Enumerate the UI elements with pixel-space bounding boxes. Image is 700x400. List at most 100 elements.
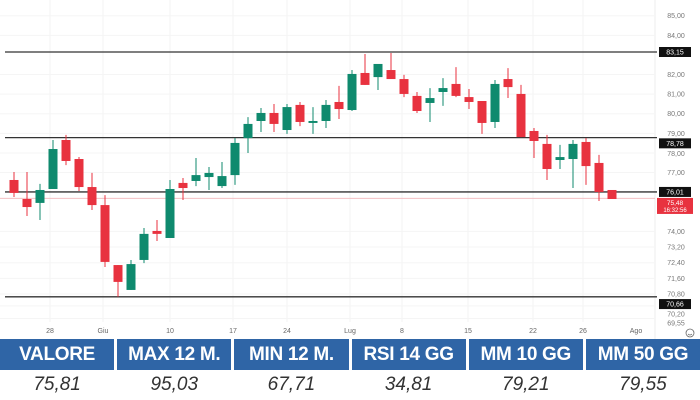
candle-up bbox=[308, 120, 318, 123]
x-tick-label: 26 bbox=[579, 328, 587, 335]
stat-header: RSI 14 GG bbox=[351, 339, 466, 370]
level-label: 78,78 bbox=[666, 141, 684, 148]
x-tick-label: Lug bbox=[344, 328, 356, 335]
candle-up bbox=[139, 233, 149, 260]
y-tick-label: 74,00 bbox=[667, 229, 685, 236]
candle-down bbox=[113, 265, 123, 282]
candle-up bbox=[126, 264, 136, 290]
candle-up bbox=[555, 157, 565, 160]
candle-down bbox=[9, 179, 19, 193]
candlestick-chart[interactable]: 28 Giu 10 17 24 Lug 8 15 22 26 Ago 85,00 84,00 83,15 8… bbox=[0, 0, 700, 339]
candle-down bbox=[477, 101, 487, 123]
candle-up bbox=[191, 175, 201, 181]
y-tick-label: 70,20 bbox=[667, 312, 685, 319]
candle-up bbox=[373, 63, 383, 78]
candle-up bbox=[204, 172, 214, 178]
stat-value: 95,03 bbox=[150, 374, 199, 395]
candle-down bbox=[74, 159, 84, 188]
smiley-icon-mouth bbox=[687, 333, 693, 336]
x-tick-label: 15 bbox=[464, 328, 472, 335]
y-tick-label: 77,00 bbox=[667, 170, 685, 177]
candle-down bbox=[100, 205, 110, 262]
level-label: 76,01 bbox=[666, 189, 684, 196]
y-tick-label: 73,20 bbox=[667, 245, 685, 252]
stat-header: MM 50 GG bbox=[585, 339, 700, 370]
candle-up bbox=[243, 123, 253, 139]
last-price-time: 16:32:56 bbox=[663, 208, 687, 214]
stat-valore: VALORE 75,81 bbox=[0, 339, 118, 400]
x-tick-label: 8 bbox=[400, 328, 404, 335]
last-price-tag bbox=[657, 197, 693, 214]
x-tick-label: 17 bbox=[229, 328, 237, 335]
candle-up bbox=[347, 73, 357, 111]
candle-up bbox=[217, 176, 227, 187]
candle-down bbox=[360, 72, 370, 85]
level-tag bbox=[659, 138, 691, 149]
last-price-label: 75,48 bbox=[667, 200, 684, 207]
candle-up bbox=[35, 189, 45, 203]
y-tick-label: 81,00 bbox=[667, 92, 685, 99]
stat-rsi-14: RSI 14 GG 34,81 bbox=[351, 339, 469, 400]
y-tick-label: 69,55 bbox=[667, 321, 685, 328]
level-label: 70,66 bbox=[666, 302, 684, 309]
stat-value: 34,81 bbox=[384, 374, 433, 395]
candle-up bbox=[425, 98, 435, 103]
stat-mm-10: MM 10 GG 79,21 bbox=[468, 339, 586, 400]
stat-header: VALORE bbox=[0, 339, 115, 370]
x-tick-label: 24 bbox=[283, 328, 291, 335]
candle-down bbox=[594, 162, 604, 192]
stat-header: MAX 12 M. bbox=[117, 339, 232, 370]
smiley-icon[interactable] bbox=[685, 328, 695, 338]
candle-down bbox=[529, 130, 539, 141]
candle-up bbox=[321, 104, 331, 121]
level-label: 83,15 bbox=[666, 50, 684, 57]
stat-value: 79,21 bbox=[502, 374, 550, 395]
candle-up bbox=[256, 112, 266, 121]
y-tick-label: 82,00 bbox=[667, 72, 685, 79]
candle-down bbox=[581, 141, 591, 167]
candle-down bbox=[386, 70, 396, 80]
stats-table: VALORE 75,81 MAX 12 M. 95,03 MIN 12 M. 67,7… bbox=[0, 339, 700, 400]
candle-down bbox=[412, 95, 422, 111]
level-tag bbox=[659, 47, 691, 57]
y-tick-label: 85,00 bbox=[667, 13, 685, 20]
candle-up bbox=[48, 149, 58, 190]
stat-value: 75,81 bbox=[33, 374, 81, 395]
candle-down bbox=[152, 230, 162, 234]
y-tick-label: 79,00 bbox=[667, 131, 685, 138]
candle-up bbox=[282, 107, 292, 131]
x-tick-label: 22 bbox=[529, 328, 537, 335]
candle-up bbox=[230, 142, 240, 176]
candle-up bbox=[438, 88, 448, 92]
candle-down bbox=[607, 189, 617, 199]
stat-max-12m: MAX 12 M. 95,03 bbox=[117, 339, 235, 400]
stat-mm-50: MM 50 GG 79,55 bbox=[585, 339, 700, 400]
x-tick-label: 28 bbox=[46, 328, 54, 335]
candle-down bbox=[269, 112, 279, 124]
candle-up bbox=[490, 83, 500, 122]
stat-header: MM 10 GG bbox=[468, 339, 583, 370]
x-tick-label: Giu bbox=[98, 328, 109, 335]
candle-down bbox=[399, 79, 409, 94]
stat-value: 67,71 bbox=[267, 374, 316, 395]
stat-header: MIN 12 M. bbox=[234, 339, 349, 370]
candle-down bbox=[178, 182, 188, 189]
y-tick-label: 84,00 bbox=[667, 33, 685, 40]
level-tag bbox=[659, 186, 691, 197]
y-tick-label: 70,80 bbox=[667, 292, 685, 299]
y-tick-label: 71,60 bbox=[667, 276, 685, 283]
level-tag bbox=[659, 299, 691, 310]
candle-down bbox=[542, 143, 552, 170]
candle-down bbox=[503, 79, 513, 88]
candle-down bbox=[61, 140, 71, 161]
y-tick-label: 72,40 bbox=[667, 260, 685, 267]
y-tick-label: 80,00 bbox=[667, 111, 685, 118]
stat-min-12m: MIN 12 M. 67,71 bbox=[234, 339, 352, 400]
x-tick-label: Ago bbox=[630, 328, 643, 335]
x-tick-label: 10 bbox=[166, 328, 174, 335]
candle-down bbox=[451, 83, 461, 96]
candle-down bbox=[516, 93, 526, 138]
y-tick-label: 78,00 bbox=[667, 151, 685, 158]
candle-down bbox=[22, 199, 32, 208]
candle-down bbox=[464, 97, 474, 102]
